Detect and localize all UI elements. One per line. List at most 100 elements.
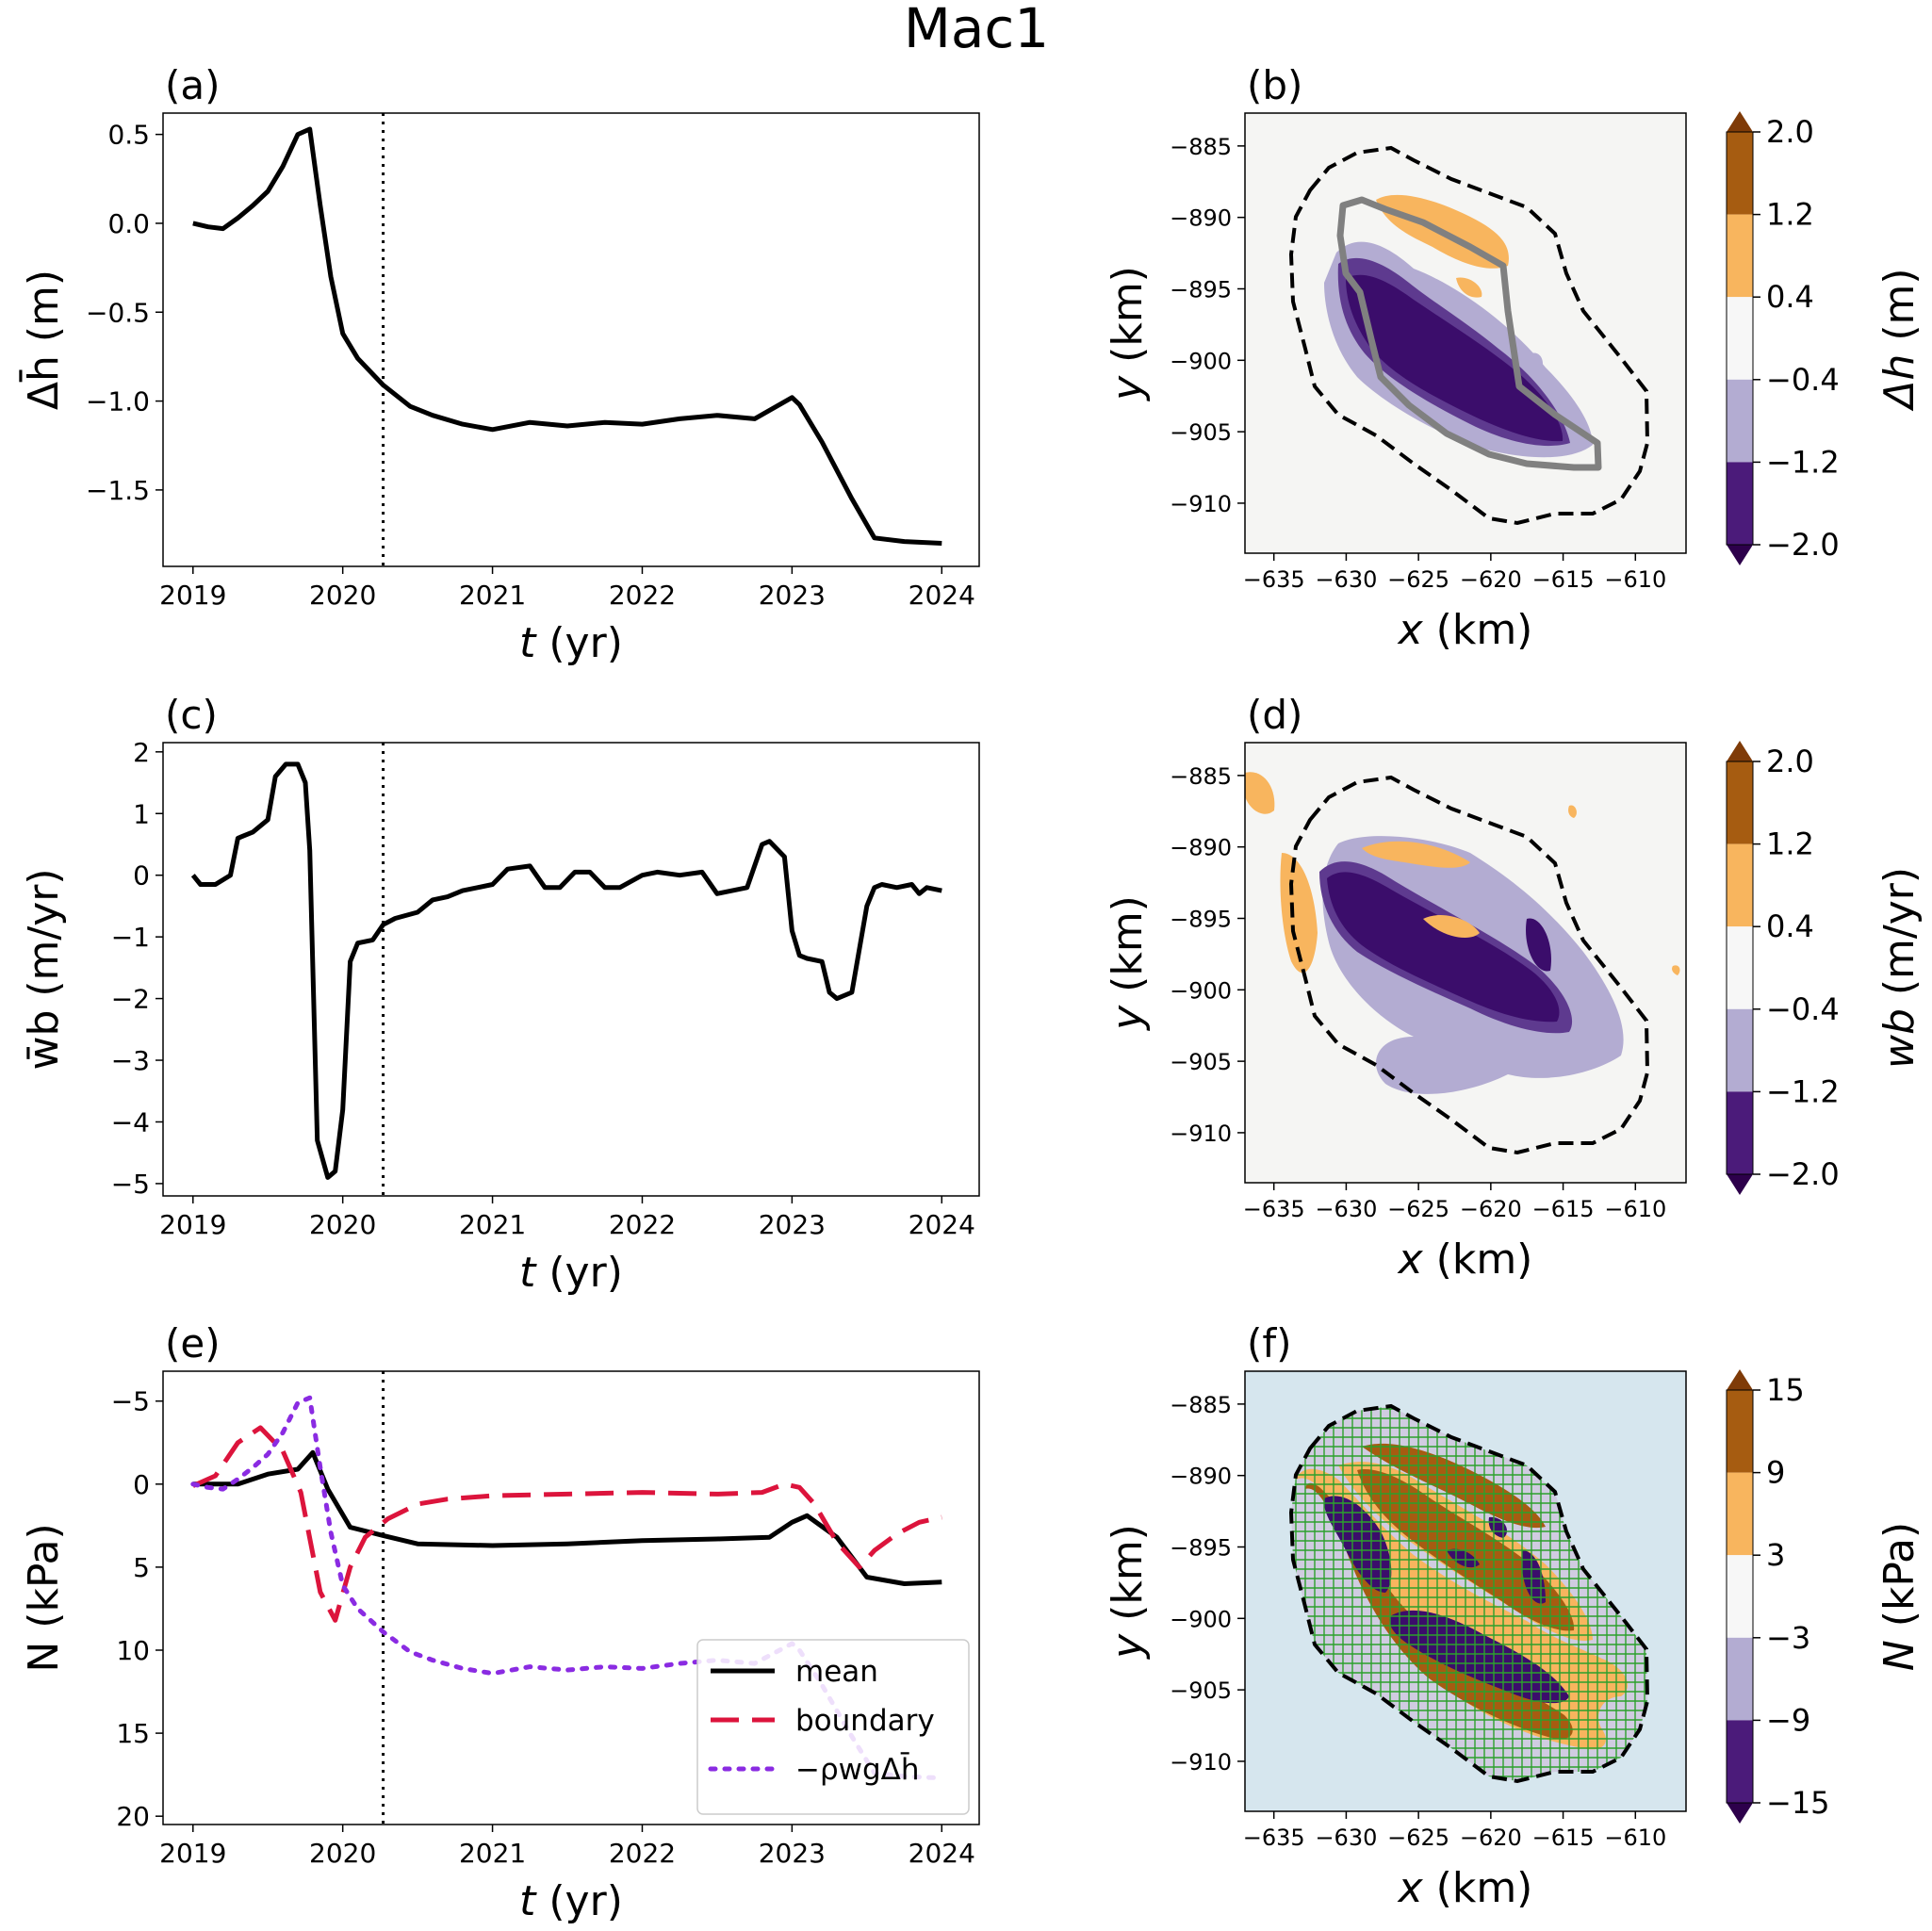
map-b-contour-patch bbox=[1531, 352, 1543, 369]
map-x-tick-label-f: −615 bbox=[1532, 1825, 1595, 1851]
map-x-tick-label-d: −635 bbox=[1243, 1196, 1305, 1222]
colorbar-segment-d bbox=[1727, 1008, 1753, 1092]
colorbar-extend-top-f bbox=[1727, 1369, 1753, 1390]
x-tick-label-e: 2023 bbox=[759, 1838, 826, 1869]
x-tick-label-c: 2022 bbox=[609, 1209, 676, 1240]
map-x-tick-label-b: −610 bbox=[1604, 566, 1666, 593]
map-x-tick-label-b: −620 bbox=[1460, 566, 1522, 593]
map-b-contour-low-core bbox=[1346, 274, 1564, 442]
panel-label-d: (d) bbox=[1247, 692, 1302, 738]
colorbar-tick-label-b: 0.4 bbox=[1766, 279, 1814, 315]
x-tick-label-e: 2021 bbox=[459, 1838, 526, 1869]
x-tick-label-a: 2021 bbox=[459, 580, 526, 611]
map-b-contour-high-2 bbox=[1456, 277, 1482, 298]
colorbar-segment-b bbox=[1727, 379, 1753, 463]
series-line-e-1 bbox=[191, 1425, 942, 1623]
map-x-tick-label-b: −615 bbox=[1532, 566, 1595, 593]
y-tick-label-e: 20 bbox=[116, 1801, 150, 1832]
panel-e: 2019 2020 2021 2022 2023 2024 −5 0 5 10 15 20 (e) t (… bbox=[20, 1320, 980, 1925]
panel-label-a: (a) bbox=[165, 62, 221, 108]
map-x-tick-label-d: −625 bbox=[1387, 1196, 1449, 1222]
y-tick-label-a: 0.5 bbox=[107, 120, 150, 151]
colorbar-tick-label-d: −2.0 bbox=[1766, 1156, 1840, 1192]
map-f-axes: −635 −630 −625 −620 −615 −610 −885 −890 −895 −900… bbox=[1104, 1320, 1924, 1912]
x-axis-label-e: t (yr) bbox=[519, 1877, 623, 1925]
x-tick-label-a: 2020 bbox=[309, 580, 376, 611]
colorbar-tick-label-f: 15 bbox=[1766, 1372, 1805, 1408]
map-x-tick-label-d: −615 bbox=[1532, 1196, 1595, 1222]
panel-d bbox=[1244, 742, 1687, 1184]
panel-label-f: (f) bbox=[1247, 1320, 1292, 1366]
colorbar-tick-label-b: −0.4 bbox=[1766, 362, 1840, 398]
panel-a: 2019 2020 2021 2022 2023 2024 0.5 0.0 −0.5 −1.0 −1… bbox=[18, 62, 980, 667]
map-y-tick-label-f: −905 bbox=[1170, 1677, 1232, 1704]
legend-box bbox=[696, 1639, 970, 1815]
map-x-tick-label-b: −625 bbox=[1387, 566, 1449, 593]
panel-c: 2019 2020 2021 2022 2023 2024 2 1 0 −1 −2 −3 −4 −5 (c)… bbox=[20, 692, 980, 1297]
y-tick-label-e: 15 bbox=[116, 1718, 150, 1749]
y-tick-label-a: −0.5 bbox=[86, 297, 150, 328]
y-tick-label-c: −5 bbox=[111, 1169, 150, 1200]
y-axis-label-c: w̄b (m/yr) bbox=[20, 868, 68, 1070]
y-tick-label-e: 0 bbox=[133, 1469, 150, 1500]
colorbar-tick-label-f: 9 bbox=[1766, 1455, 1785, 1491]
map-y-tick-label-b: −885 bbox=[1170, 134, 1232, 160]
panel-f bbox=[1244, 1370, 1687, 1812]
x-tick-label-e: 2019 bbox=[159, 1838, 226, 1869]
series-line-a-0 bbox=[192, 126, 942, 546]
colorbar-frame-f bbox=[1726, 1389, 1754, 1804]
x-tick-label-a: 2019 bbox=[159, 580, 226, 611]
x-tick-label-e: 2024 bbox=[909, 1838, 975, 1869]
colorbar-tick-label-d: 0.4 bbox=[1766, 908, 1814, 944]
colorbar-tick-label-d: 2.0 bbox=[1766, 744, 1814, 779]
y-axis-label-b: y (km) bbox=[1104, 266, 1152, 402]
x-tick-label-c: 2024 bbox=[909, 1209, 975, 1240]
colorbar-tick-label-b: 2.0 bbox=[1766, 114, 1814, 150]
colorbar-segment-f bbox=[1727, 1720, 1753, 1803]
y-axis-label-a: Δh̄ (m) bbox=[18, 270, 68, 410]
panel-label-c: (c) bbox=[165, 692, 218, 738]
map-x-tick-label-f: −610 bbox=[1604, 1825, 1666, 1851]
colorbar-segment-d bbox=[1727, 1091, 1753, 1174]
map-d-contour-patch bbox=[1526, 918, 1551, 972]
plot-frame-e bbox=[162, 1370, 980, 1825]
colorbar-tick-label-f: −3 bbox=[1766, 1620, 1810, 1656]
map-f-hatch bbox=[1291, 1406, 1647, 1781]
colorbar-extend-bottom-d bbox=[1727, 1174, 1753, 1195]
map-b-frame bbox=[1244, 112, 1687, 554]
map-y-tick-label-b: −905 bbox=[1170, 419, 1232, 446]
map-d-contour-high-mid bbox=[1423, 914, 1480, 938]
map-d-speck-2 bbox=[1672, 965, 1680, 975]
colorbar-tick-label-f: 3 bbox=[1766, 1537, 1785, 1573]
legend-label-0: mean bbox=[795, 1655, 878, 1689]
colorbar-tick-label-d: −0.4 bbox=[1766, 991, 1840, 1027]
colorbar-segment-b bbox=[1727, 132, 1753, 215]
map-x-tick-label-d: −620 bbox=[1460, 1196, 1522, 1222]
y-axis-label-f: y (km) bbox=[1104, 1524, 1152, 1661]
colorbar-tick-label-f: −15 bbox=[1766, 1785, 1830, 1821]
colorbar-segment-b bbox=[1727, 297, 1753, 380]
x-axis-label-f: x (km) bbox=[1397, 1864, 1533, 1912]
colorbar-label-b: Δh (m) bbox=[1875, 268, 1924, 411]
map-x-tick-label-f: −625 bbox=[1387, 1825, 1449, 1851]
x-tick-label-a: 2022 bbox=[609, 580, 676, 611]
map-y-tick-label-d: −910 bbox=[1170, 1121, 1232, 1147]
map-x-tick-label-f: −635 bbox=[1243, 1825, 1305, 1851]
plot-frame-a bbox=[162, 112, 980, 567]
plot-area-c bbox=[163, 743, 979, 1196]
map-x-tick-label-b: −635 bbox=[1243, 566, 1305, 593]
y-tick-label-e: −5 bbox=[111, 1386, 150, 1417]
map-d-speck bbox=[1568, 805, 1577, 818]
map-x-tick-label-f: −620 bbox=[1460, 1825, 1522, 1851]
colorbar-extend-top-b bbox=[1727, 111, 1753, 132]
y-tick-label-c: 1 bbox=[133, 798, 150, 829]
map-y-tick-label-f: −890 bbox=[1170, 1464, 1232, 1490]
colorbar-segment-d bbox=[1727, 761, 1753, 844]
map-x-tick-label-d: −610 bbox=[1604, 1196, 1666, 1222]
colorbar-tick-label-b: −2.0 bbox=[1766, 527, 1840, 563]
panel-b bbox=[1244, 112, 1687, 554]
map-x-tick-label-b: −630 bbox=[1315, 566, 1377, 593]
colorbar-segment-b bbox=[1727, 214, 1753, 298]
colorbar-segment-f bbox=[1727, 1472, 1753, 1556]
map-b-axes: −635 −630 −625 −620 −615 −610 −885 −890 −895 −900… bbox=[1104, 62, 1924, 654]
